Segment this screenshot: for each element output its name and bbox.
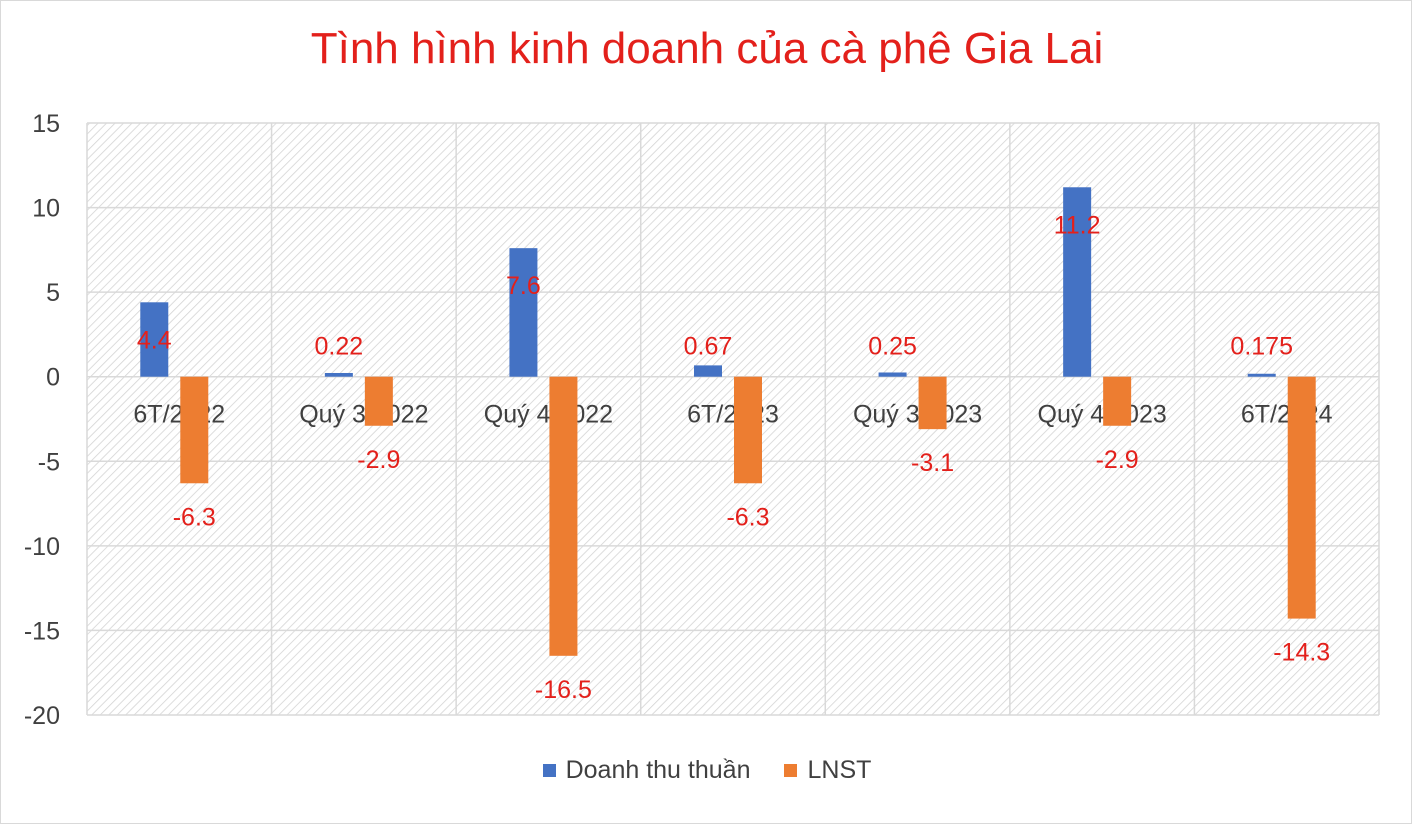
data-label-lnst: -6.3 <box>173 503 216 531</box>
legend-item-revenue: Doanh thu thuần <box>542 756 751 785</box>
data-label-lnst: -16.5 <box>535 676 592 704</box>
data-label-revenue: 4.4 <box>137 326 172 354</box>
legend-swatch-revenue <box>542 764 556 777</box>
bar-revenue <box>1247 373 1276 377</box>
bar-lnst <box>1103 376 1132 426</box>
x-tick-label: Quý 4/2023 <box>1038 401 1167 429</box>
y-tick-label: -10 <box>24 533 60 561</box>
legend-item-lnst: LNST <box>784 756 871 785</box>
bar-revenue <box>140 302 169 377</box>
x-tick-label: Quý 3/2023 <box>853 401 982 429</box>
data-label-lnst: -14.3 <box>1273 639 1330 667</box>
legend-label-revenue: Doanh thu thuần <box>565 756 751 784</box>
chart-legend: Doanh thu thuần LNST <box>0 756 1414 785</box>
bar-lnst <box>549 376 578 656</box>
bar-revenue <box>324 372 353 377</box>
data-label-revenue: 0.22 <box>315 333 364 361</box>
data-label-lnst: -6.3 <box>726 503 769 531</box>
bar-lnst <box>918 376 947 430</box>
bar-revenue <box>694 365 722 377</box>
y-tick-label: -15 <box>24 617 60 645</box>
bar-lnst <box>364 376 393 426</box>
x-tick-label: 6T/2024 <box>1241 401 1333 429</box>
bar-revenue <box>878 372 907 377</box>
bar-lnst <box>180 376 209 484</box>
y-tick-label: -5 <box>38 448 60 476</box>
legend-label-lnst: LNST <box>807 756 872 784</box>
bar-lnst <box>1287 376 1316 619</box>
y-tick-label: 0 <box>46 364 60 392</box>
data-label-revenue: 0.25 <box>868 333 917 361</box>
data-label-lnst: -3.1 <box>911 449 954 477</box>
x-tick-label: 6T/2022 <box>133 401 225 429</box>
chart-title: Tình hình kinh doanh của cà phê Gia Lai <box>310 24 1104 73</box>
data-label-revenue: 7.6 <box>506 272 541 300</box>
y-tick-label: 5 <box>46 279 60 307</box>
plot-area <box>87 123 1379 715</box>
x-tick-label: 6T/2023 <box>687 401 779 429</box>
bar-revenue <box>509 248 538 377</box>
y-tick-label: 10 <box>32 195 60 223</box>
data-label-lnst: -2.9 <box>1096 446 1139 474</box>
x-tick-label: Quý 4/2022 <box>484 401 613 429</box>
data-label-revenue: 11.2 <box>1054 211 1101 239</box>
y-tick-label: 15 <box>32 110 60 138</box>
bar-lnst <box>734 376 762 484</box>
data-label-lnst: -2.9 <box>357 446 400 474</box>
x-tick-label: Quý 3/2022 <box>299 401 428 429</box>
y-tick-label: -20 <box>24 702 60 730</box>
legend-swatch-lnst <box>784 764 798 777</box>
data-label-revenue: 0.67 <box>684 333 733 361</box>
data-label-revenue: 0.175 <box>1230 333 1293 361</box>
bar-revenue <box>1063 187 1092 377</box>
